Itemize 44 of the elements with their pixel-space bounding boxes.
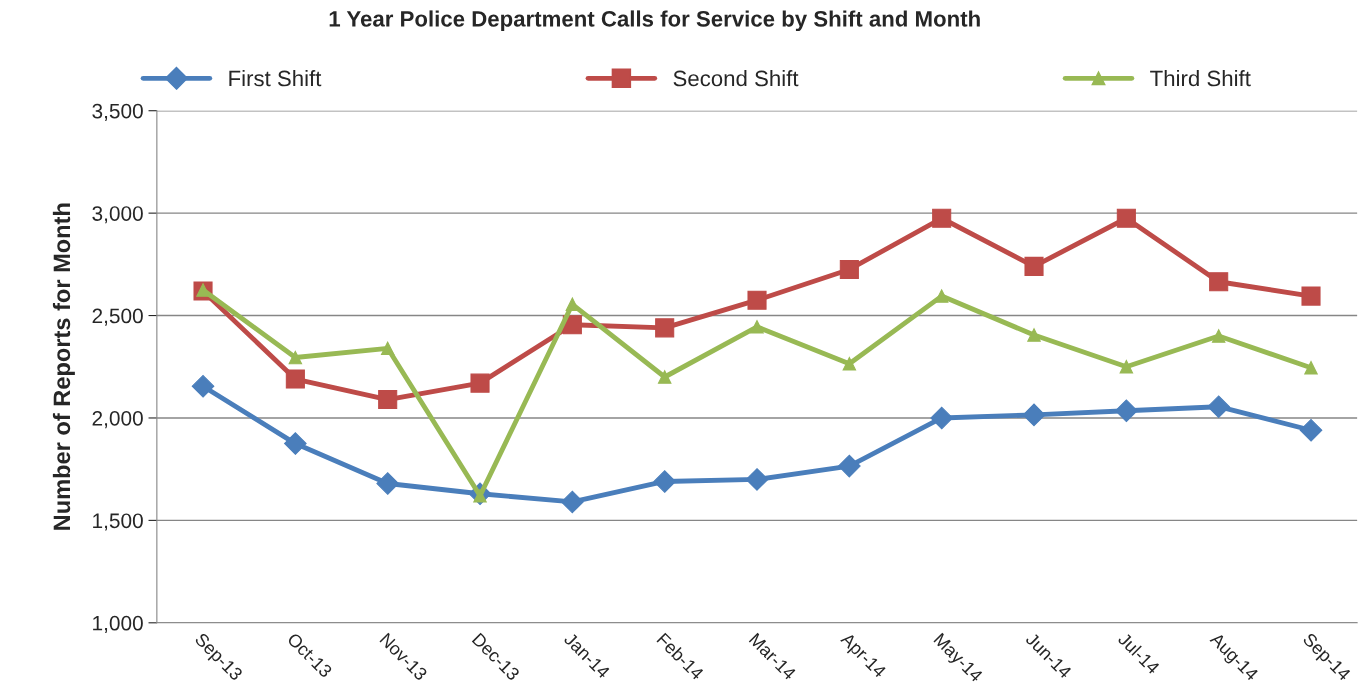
point	[930, 406, 954, 430]
y-tick-label: 1,000	[93, 615, 143, 634]
point	[839, 259, 859, 280]
point	[561, 490, 584, 514]
point	[1209, 272, 1229, 292]
point	[470, 373, 490, 393]
point	[285, 369, 305, 389]
point	[1301, 286, 1321, 306]
point	[1119, 359, 1134, 374]
point	[657, 370, 672, 384]
point	[1115, 399, 1138, 423]
y-tick-label: 2,000	[92, 410, 143, 429]
y-tick-label: 3,500	[92, 103, 143, 121]
point	[376, 472, 400, 495]
point	[1022, 403, 1046, 427]
point	[1207, 395, 1230, 419]
point	[1299, 418, 1323, 442]
point	[284, 432, 307, 455]
point	[1024, 256, 1044, 276]
point	[1116, 208, 1136, 228]
chart-title: 1 Year Police Department Calls for Service by Shift and Month	[329, 10, 980, 32]
point	[378, 389, 398, 410]
point	[747, 290, 767, 310]
legend-label: Second Shift	[673, 70, 799, 87]
point	[750, 320, 764, 334]
point	[380, 341, 395, 356]
point	[932, 208, 952, 228]
point	[655, 318, 675, 338]
point	[288, 350, 303, 365]
point	[838, 454, 861, 478]
point	[1211, 329, 1226, 343]
point	[653, 470, 677, 493]
point	[1304, 361, 1318, 375]
legend-label: First Shift	[229, 70, 322, 87]
y-tick-label: 1,500	[93, 513, 143, 531]
y-tick-label: 2,500	[92, 308, 143, 326]
y-tick-label: 3,000	[92, 206, 143, 224]
point	[745, 468, 769, 491]
point	[934, 289, 949, 303]
point	[191, 374, 215, 398]
point	[1027, 328, 1041, 342]
legend-label: Third Shift	[1150, 70, 1251, 87]
point	[842, 356, 857, 371]
y-axis-title: Number of Reports for Month	[52, 203, 75, 530]
